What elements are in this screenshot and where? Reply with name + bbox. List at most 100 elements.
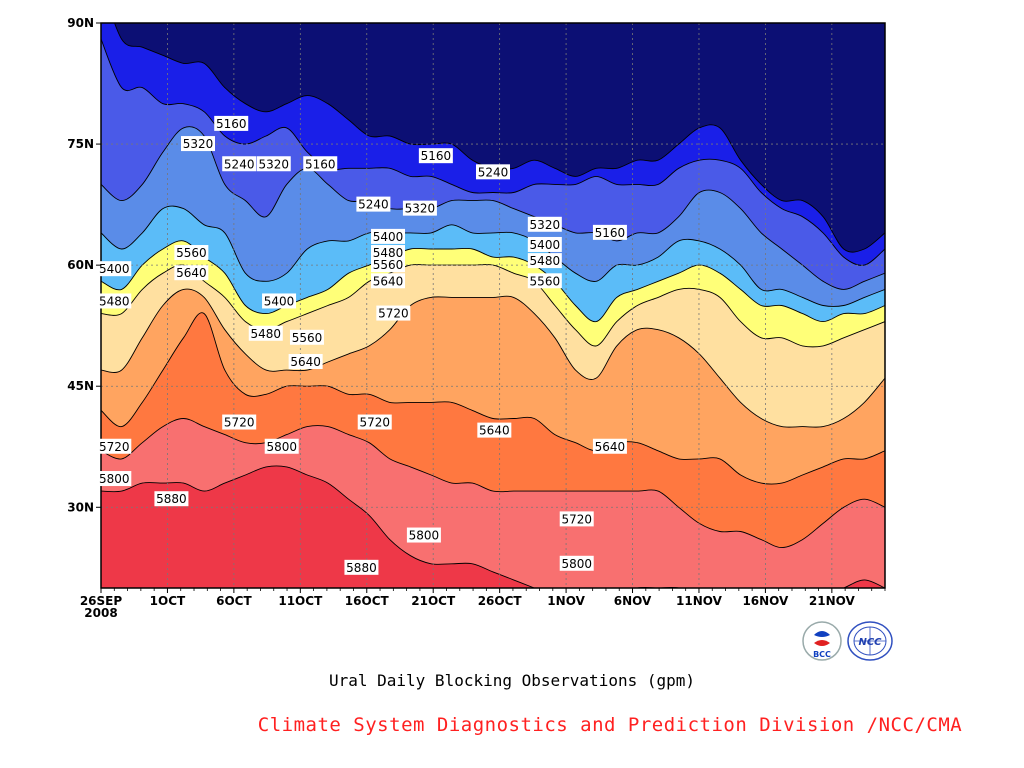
contour-label-text: 5160 bbox=[421, 149, 452, 163]
contour-label-box bbox=[174, 265, 209, 281]
y-tick-label: 75N bbox=[67, 137, 94, 151]
contour-label-box bbox=[264, 438, 299, 454]
contour-label-text: 5720 bbox=[359, 416, 390, 430]
contour-label-text: 5320 bbox=[258, 157, 289, 171]
x-tick-label: 16OCT bbox=[345, 594, 390, 608]
contour-label: 5880 bbox=[154, 491, 189, 507]
contour-label-text: 5560 bbox=[176, 246, 207, 260]
grid-layer bbox=[101, 23, 885, 588]
contour-line-5320 bbox=[101, 126, 885, 290]
contour-label: 5640 bbox=[371, 273, 406, 289]
contour-label-box bbox=[371, 245, 406, 261]
contour-label-box bbox=[477, 422, 512, 438]
contour-label: 5480 bbox=[97, 293, 132, 309]
contour-label: 5320 bbox=[527, 216, 562, 232]
contour-label: 5480 bbox=[248, 325, 283, 341]
y-tick-label: 30N bbox=[67, 500, 94, 514]
contour-label-text: 5800 bbox=[409, 529, 440, 543]
contour-label-box bbox=[222, 414, 257, 430]
contour-label-box bbox=[214, 115, 249, 131]
contour-label: 5160 bbox=[592, 224, 627, 240]
svg-text:BCC: BCC bbox=[813, 650, 831, 659]
contour-label-box bbox=[222, 156, 257, 172]
contour-label-text: 5800 bbox=[266, 440, 297, 454]
contour-line-5640 bbox=[101, 288, 885, 428]
contour-label-box bbox=[154, 491, 189, 507]
contour-label: 5720 bbox=[357, 414, 392, 430]
contour-line-5480 bbox=[101, 240, 885, 323]
contour-label-text: 5800 bbox=[561, 557, 592, 571]
contour-label: 5800 bbox=[264, 438, 299, 454]
contour-label-box bbox=[288, 354, 323, 369]
contour-label-text: 5400 bbox=[264, 294, 295, 308]
credit-line: Climate System Diagnostics and Predictio… bbox=[257, 714, 963, 736]
x-tick-label: 1NOV bbox=[547, 594, 585, 608]
chart-caption: Ural Daily Blocking Observations (gpm) bbox=[328, 671, 696, 690]
contour-line-5240 bbox=[101, 38, 885, 266]
contour-label: 5800 bbox=[559, 555, 594, 571]
contour-label: 5800 bbox=[406, 527, 441, 543]
contour-label-text: 5240 bbox=[478, 165, 509, 179]
contour-label-text: 5160 bbox=[216, 117, 247, 131]
contour-label-text: 5880 bbox=[346, 561, 377, 575]
contour-label: 5720 bbox=[222, 414, 257, 430]
svg-text:NCC: NCC bbox=[858, 637, 882, 648]
contour-label-box bbox=[527, 253, 562, 269]
contour-label: 5560 bbox=[371, 257, 406, 273]
x-tick-label: 26SEP bbox=[80, 594, 123, 608]
contour-label-text: 5240 bbox=[224, 157, 255, 171]
contour-label-text: 5480 bbox=[373, 246, 404, 260]
x-tick-label: 26OCT bbox=[478, 594, 523, 608]
contour-label-text: 5160 bbox=[595, 226, 626, 240]
contour-label-text: 5320 bbox=[405, 202, 436, 216]
contour-label: 5640 bbox=[174, 265, 209, 281]
contour-label-text: 5320 bbox=[530, 218, 561, 232]
contour-label: 5800 bbox=[97, 471, 132, 487]
contour-label: 5720 bbox=[97, 438, 132, 454]
contour-label-text: 5560 bbox=[373, 258, 404, 272]
ncc-logo: NCC bbox=[846, 620, 893, 662]
x-tick-label: 11OCT bbox=[278, 594, 323, 608]
contour-label-box bbox=[418, 148, 453, 164]
contour-label-text: 5720 bbox=[378, 307, 409, 321]
y-tick-label: 45N bbox=[67, 379, 94, 393]
contour-label-text: 5400 bbox=[530, 238, 561, 252]
contour-label: 5560 bbox=[289, 329, 324, 345]
contour-label-box bbox=[303, 156, 338, 172]
contour-label: 5320 bbox=[181, 136, 216, 152]
contour-label-box bbox=[476, 164, 510, 180]
contour-label-text: 5400 bbox=[99, 262, 130, 276]
contour-label-box bbox=[559, 555, 594, 571]
contour-label: 5400 bbox=[371, 228, 406, 244]
x-tick-label: 21OCT bbox=[411, 594, 456, 608]
y-tick-label: 60N bbox=[67, 258, 94, 272]
x-tick-label: 11NOV bbox=[676, 594, 723, 608]
x-tick-label: 1OCT bbox=[150, 594, 186, 608]
contour-label: 5160 bbox=[418, 148, 453, 164]
bcc-logo: BCC bbox=[801, 620, 843, 662]
contour-line-5400 bbox=[101, 205, 885, 307]
contour-label: 5480 bbox=[527, 253, 562, 269]
contour-label-box bbox=[371, 228, 406, 244]
contour-label-text: 5240 bbox=[358, 198, 389, 212]
contour-label-box bbox=[181, 136, 216, 152]
contour-label-box bbox=[97, 261, 132, 277]
contour-label-box bbox=[357, 414, 392, 430]
contour-label-box bbox=[402, 200, 437, 216]
contour-label-text: 5640 bbox=[373, 274, 404, 288]
contour-label-box bbox=[256, 156, 291, 172]
contour-label-box bbox=[344, 559, 379, 575]
contour-label-text: 5320 bbox=[183, 137, 214, 151]
contour-label: 5560 bbox=[174, 245, 209, 261]
contour-label: 5160 bbox=[214, 115, 249, 131]
contour-line-5720 bbox=[101, 312, 885, 485]
contour-label: 5560 bbox=[527, 273, 562, 289]
contour-label-box bbox=[97, 438, 132, 454]
contour-label-box bbox=[97, 293, 132, 309]
x-tick-label: 21NOV bbox=[809, 594, 856, 608]
contour-label-text: 5400 bbox=[373, 230, 404, 244]
contour-label: 5640 bbox=[592, 438, 627, 454]
contour-label-text: 5560 bbox=[530, 274, 561, 288]
